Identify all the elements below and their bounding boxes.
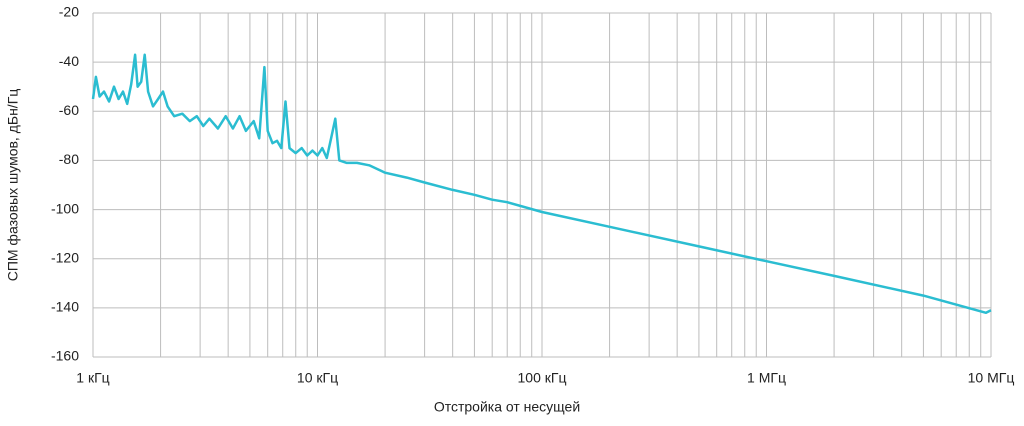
y-tick-label: -120 [51,249,79,265]
y-tick-label: -100 [51,200,79,216]
y-tick-label: -80 [59,151,79,167]
y-tick-label: -40 [59,53,79,69]
x-axis-label: Отстройка от несущей [434,399,580,415]
x-tick-label: 10 кГц [297,370,338,386]
y-tick-label: -160 [51,348,79,364]
x-tick-label: 1 МГц [747,370,786,386]
x-tick-label: 100 кГц [518,370,567,386]
x-tick-label: 10 МГц [968,370,1015,386]
y-tick-label: -60 [59,102,79,118]
y-tick-label: -140 [51,299,79,315]
line-series [91,53,992,315]
y-tick-label: -20 [59,4,79,20]
x-tick-label: 1 кГц [76,370,109,386]
y-axis-label: СПМ фазовых шумов, дБн/Гц [5,89,21,282]
